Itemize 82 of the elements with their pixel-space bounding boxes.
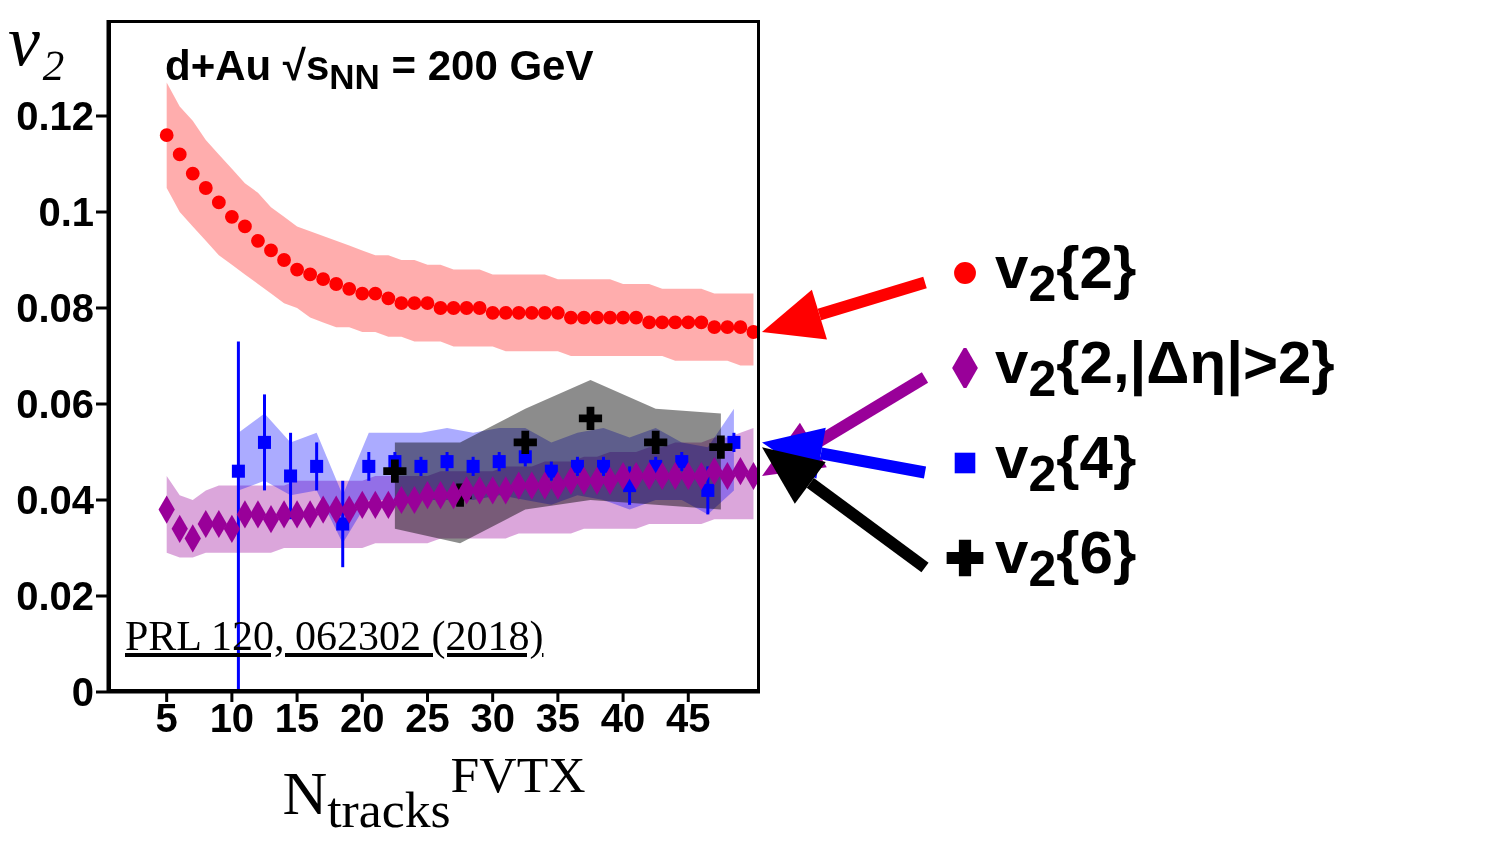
point [701, 483, 715, 497]
point [709, 435, 733, 459]
point [655, 315, 670, 330]
x-tick-label: 45 [666, 696, 711, 741]
point [590, 310, 604, 325]
x-tick-label: 25 [405, 696, 450, 741]
x-tick-label: 5 [155, 696, 178, 741]
point [550, 305, 565, 320]
x-tick-label: 35 [535, 696, 581, 741]
point [355, 286, 370, 301]
point [329, 277, 344, 291]
point [394, 296, 409, 311]
point [211, 195, 226, 210]
point [537, 305, 552, 320]
y-tick-label: 0.1 [38, 190, 94, 235]
point [381, 291, 396, 306]
y-tick-label: 0.06 [16, 382, 94, 427]
point [603, 310, 617, 325]
point [459, 301, 474, 315]
point [414, 459, 428, 473]
point [513, 430, 537, 455]
x-tick-label: 15 [274, 696, 320, 741]
point [185, 166, 200, 181]
point [694, 315, 709, 330]
legend-label: v$_{2}${2} [995, 232, 1137, 313]
point [198, 181, 213, 195]
text: d+Au √s$_{NN}$ = 200 GeV [165, 42, 594, 98]
point [433, 301, 448, 315]
point [383, 459, 407, 483]
y-tick-label: 0.12 [16, 94, 94, 139]
point [290, 262, 304, 277]
legend-label: v$_{2}${4} [995, 422, 1137, 503]
point [616, 310, 630, 325]
point [342, 281, 357, 296]
y-tick-label: 0.02 [16, 574, 94, 619]
point [257, 435, 271, 449]
point [733, 320, 748, 335]
point [362, 459, 376, 473]
point [681, 315, 696, 330]
legend-label: v$_{2}${6} [995, 517, 1137, 598]
y-axis-title: v₂ [8, 0, 65, 83]
point [310, 459, 324, 473]
point [238, 219, 252, 234]
point [264, 243, 278, 258]
point [629, 310, 644, 325]
point [564, 310, 578, 325]
y-tick-label: 0 [71, 670, 94, 715]
point [440, 455, 454, 469]
point [251, 233, 265, 248]
point [368, 286, 383, 301]
legend-label: v$_{2}${2,|Δη|>2} [995, 327, 1335, 408]
point [511, 305, 526, 320]
point [498, 305, 513, 320]
point [231, 464, 245, 478]
point [303, 267, 318, 282]
x-tick-label: 10 [209, 696, 255, 741]
point [172, 147, 187, 162]
point [524, 305, 539, 320]
point [284, 469, 298, 483]
point [277, 253, 291, 267]
point [578, 406, 603, 431]
y-tick-label: 0.08 [16, 286, 94, 331]
point [577, 310, 591, 325]
x-tick-label: 40 [600, 696, 646, 741]
x-tick-label: 30 [470, 696, 515, 741]
point [642, 315, 657, 330]
point [707, 320, 722, 335]
point [159, 128, 174, 143]
point [644, 430, 668, 455]
point [485, 305, 500, 320]
point [316, 272, 331, 287]
point [420, 296, 435, 311]
point [446, 301, 461, 315]
point [492, 455, 506, 469]
point [472, 301, 487, 315]
point [407, 296, 422, 311]
point [466, 459, 480, 473]
x-tick-label: 20 [340, 696, 385, 741]
point [224, 209, 239, 224]
point [668, 315, 683, 330]
point [720, 320, 735, 335]
y-tick-label: 0.04 [16, 478, 95, 523]
